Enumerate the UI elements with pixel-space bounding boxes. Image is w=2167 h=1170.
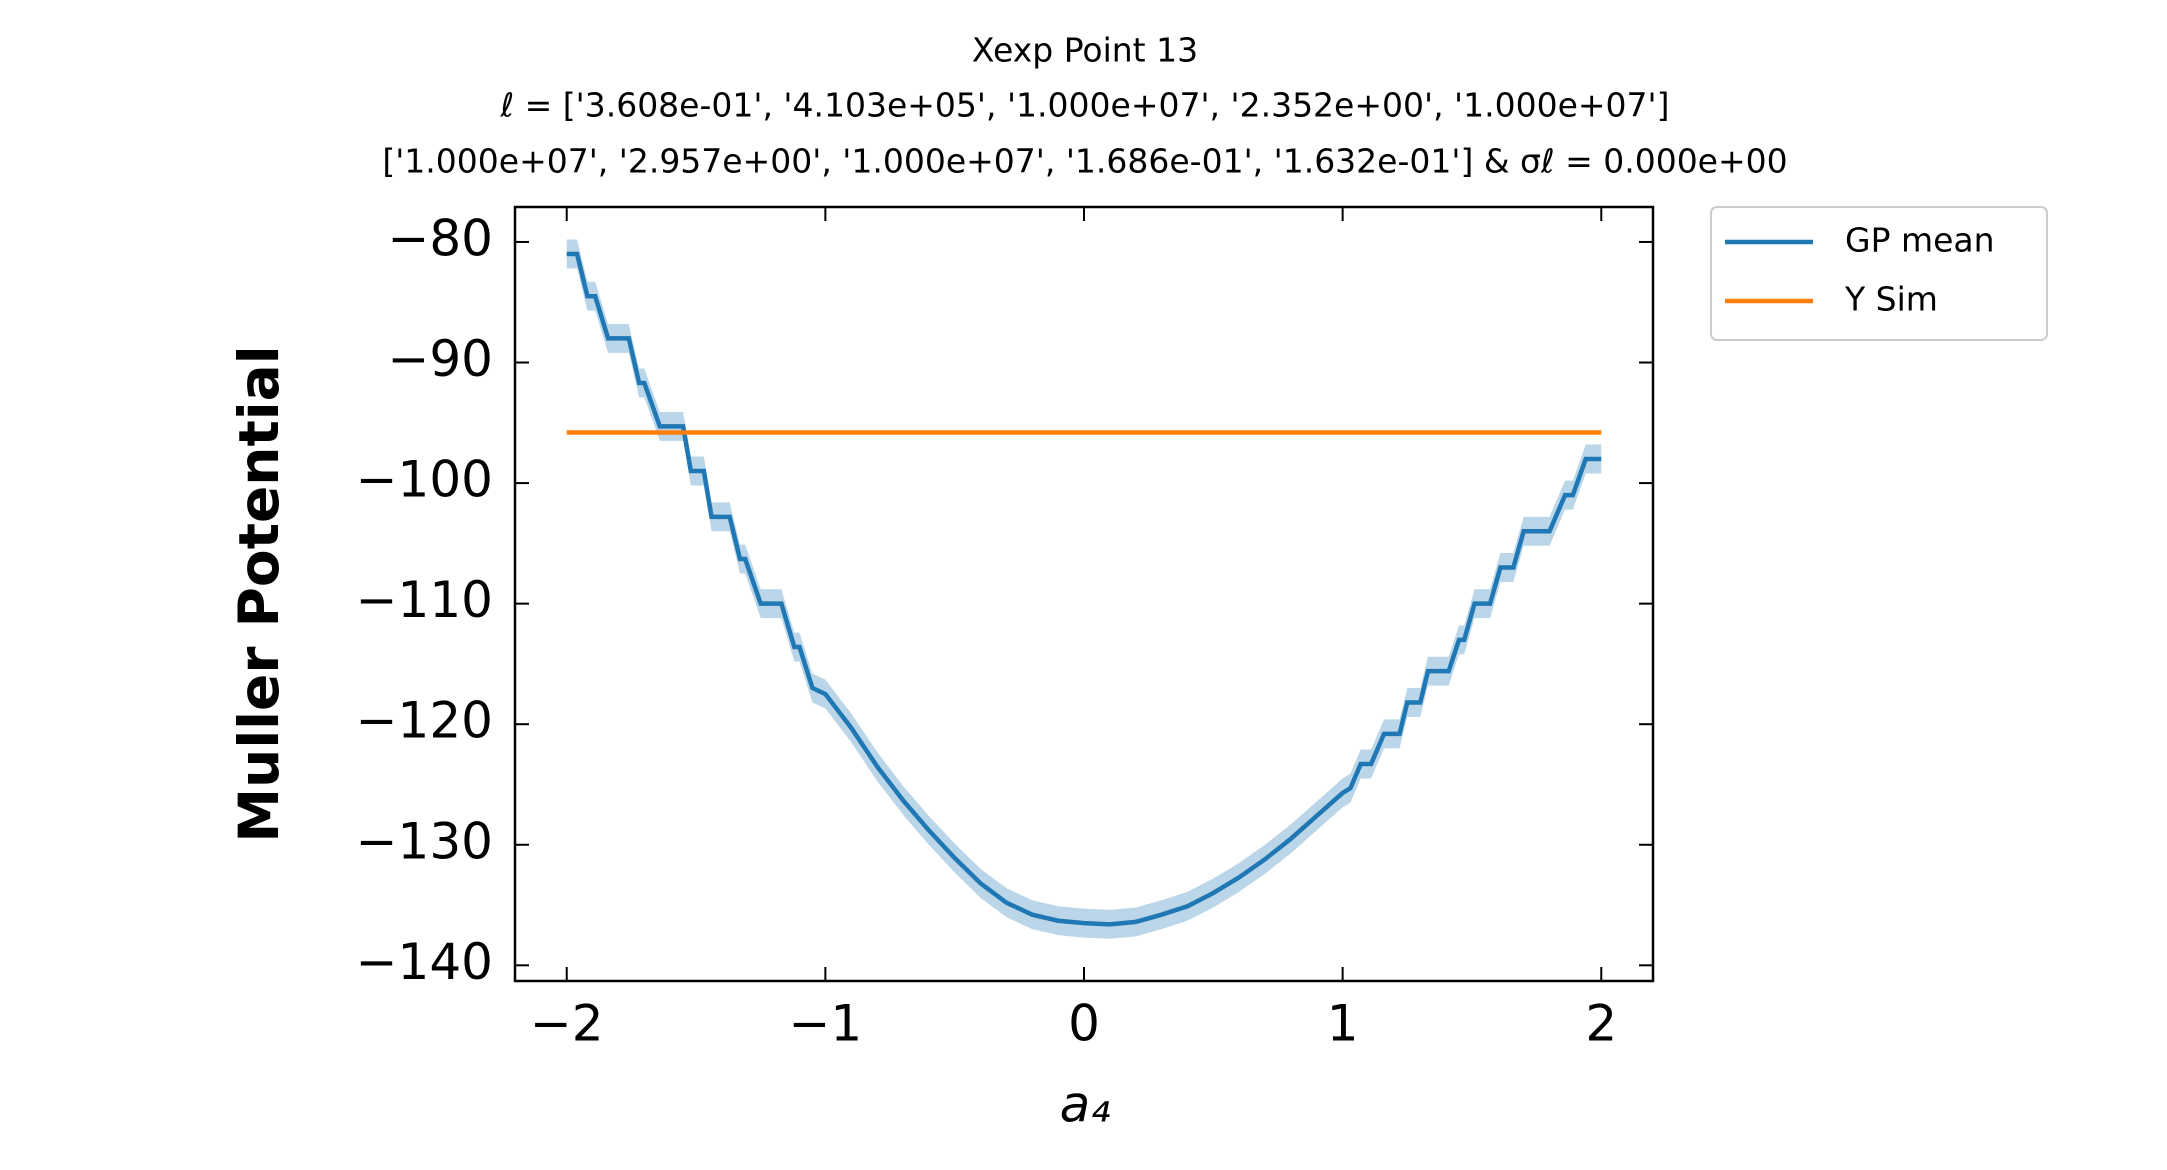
legend-label: Y Sim (1844, 280, 1938, 319)
y-tick-label: −100 (356, 451, 493, 509)
chart-title: Xexp Point 13 (972, 31, 1198, 70)
chart-title: ['1.000e+07', '2.957e+00', '1.000e+07', … (382, 142, 1787, 181)
legend-label: GP mean (1845, 221, 1995, 260)
y-axis-label: Muller Potential (227, 345, 291, 842)
y-tick-label: −80 (387, 209, 493, 267)
y-tick-label: −110 (356, 571, 493, 629)
x-tick-label: 2 (1585, 995, 1617, 1053)
y-tick-label: −120 (356, 692, 493, 750)
confidence-band (566, 239, 1602, 939)
x-tick-label: 0 (1068, 995, 1100, 1053)
x-tick-label: 1 (1327, 995, 1359, 1053)
x-tick-label: −1 (789, 995, 863, 1053)
x-axis-label: a₄ (1060, 1076, 1111, 1134)
x-tick-label: −2 (530, 995, 604, 1053)
y-tick-label: −130 (356, 812, 493, 870)
series-line (566, 251, 1602, 927)
chart-title: ℓ = ['3.608e-01', '4.103e+05', '1.000e+0… (500, 86, 1670, 125)
plot-frame (513, 205, 1655, 983)
y-tick-label: −140 (356, 933, 493, 991)
y-tick-label: −90 (387, 330, 493, 388)
